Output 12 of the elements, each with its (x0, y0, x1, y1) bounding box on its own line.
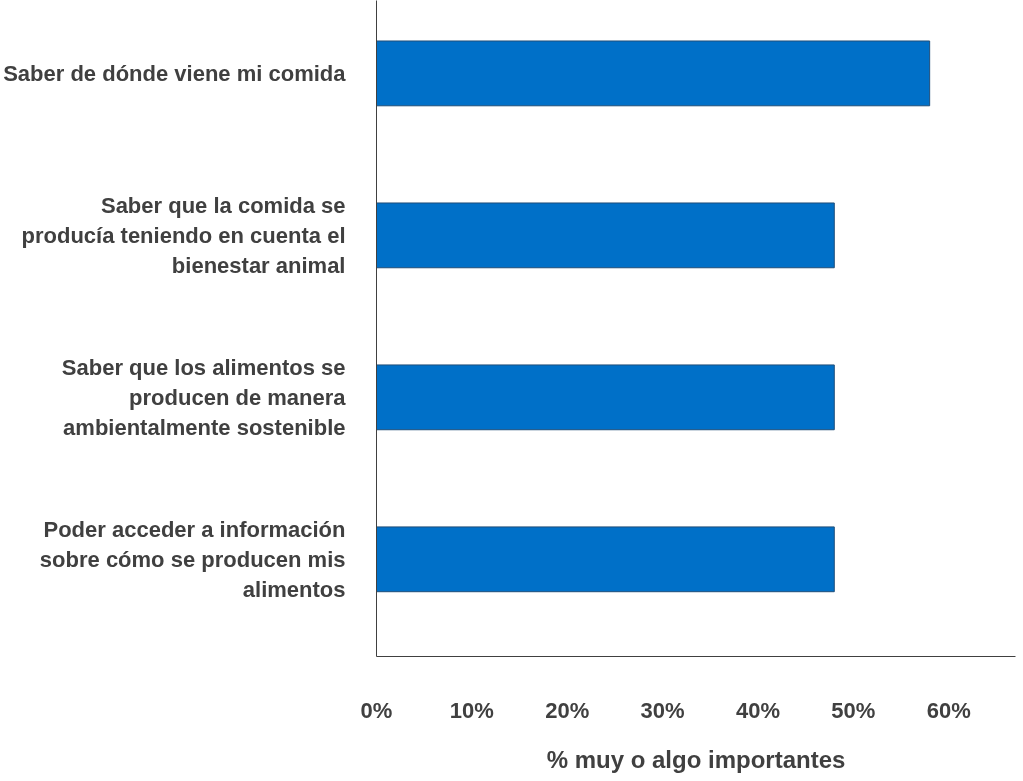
x-tick-label: 50% (831, 697, 876, 723)
x-tick-label: 0% (360, 697, 393, 723)
x-tick-label: 60% (926, 697, 971, 723)
y-tick-label: Poder acceder a información sobre cómo se producen mis alimentos (39, 516, 346, 602)
x-tick-label: 40% (735, 697, 781, 723)
y-tick-label: Saber de dónde viene mi comida (3, 60, 347, 86)
x-axis-title: % muy o algo importantes (546, 745, 846, 773)
x-tick-label: 10% (449, 697, 494, 723)
y-tick-label: Saber que la comida se producía teniendo en cuenta el bienestar animal (21, 192, 346, 278)
x-tick-label: 20% (545, 697, 590, 723)
x-tick-label: 30% (640, 697, 685, 723)
y-tick-label: Saber que los alimentos se producen de manera ambientalmente sostenible (61, 354, 347, 440)
